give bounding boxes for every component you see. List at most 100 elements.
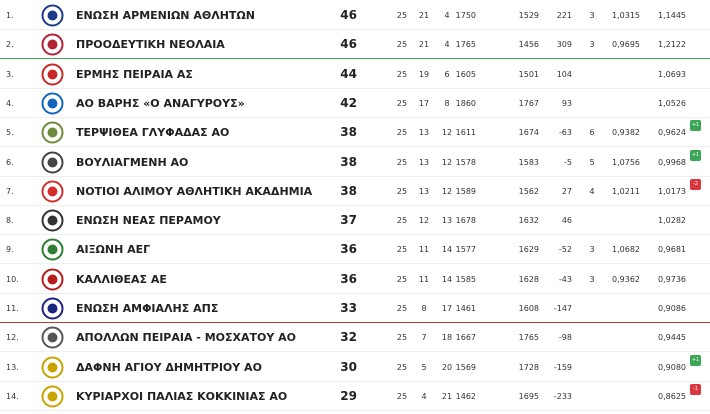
tied-group: 3: [589, 245, 595, 255]
rank: 6.: [6, 157, 14, 167]
ratio: 0,9445: [658, 333, 686, 343]
rank: 5.: [6, 128, 14, 138]
losses: 18: [441, 333, 453, 343]
conceded: 1695: [518, 391, 539, 401]
ratio: 1,2122: [658, 40, 686, 50]
points: 46: [340, 37, 357, 52]
team: ΔΑΦΝΗ ΑΓΙΟΥ ΔΗΜΗΤΡΙΟΥ ΑΟ: [76, 360, 262, 374]
ratio: 0,9624: [658, 128, 686, 138]
diff: 46: [561, 216, 572, 226]
diff: -98: [558, 333, 572, 343]
team-logo: [41, 238, 64, 261]
team: ΕΡΜΗΣ ΠΕΙΡΑΙΑ ΑΣ: [76, 67, 193, 81]
team: ΕΝΩΣΗ ΑΡΜΕΝΙΩΝ ΑΘΛΗΤΩΝ: [76, 9, 255, 22]
wins: 11: [418, 245, 430, 255]
tied-ratio: 1,0211: [612, 186, 640, 196]
diff: -159: [553, 362, 572, 372]
tied-group: 4: [589, 186, 595, 196]
rank: 12.: [6, 333, 19, 343]
rank: 10.: [6, 274, 19, 284]
losses: 14: [441, 274, 453, 284]
rank: 13.: [6, 362, 19, 372]
table-row: 9. ΑΙΞΩΝΗ ΑΕΓ 36 25 11 14 1577 1629 -52 3 1,0682 0,…: [0, 235, 710, 265]
points: 37: [340, 213, 357, 228]
table-row: 5. ΤΕΡΨΙΘΕΑ ΓΛΥΦΑΔΑΣ ΑΟ 38 25 13 12 1611 1674 -6…: [0, 118, 710, 148]
points: 36: [340, 271, 357, 286]
losses: 17: [441, 304, 453, 313]
rank: 7.: [6, 186, 14, 196]
wins: 5: [421, 362, 427, 372]
team-logo: [41, 209, 64, 232]
wins: 21: [418, 40, 430, 50]
table-row: 10. ΚΑΛΛΙΘΕΑΣ ΑΕ 36 25 11 14 1585 1628 -43 3 0,936…: [0, 265, 710, 294]
table-row: 14. ΚΥΡΙΑΡΧΟΙ ΠΑΛΙΑΣ ΚΟΚΚΙΝΙΑΣ ΑΟ 29 25 4 21 1…: [0, 382, 710, 411]
scored: 1462: [455, 391, 476, 401]
played: 25: [396, 216, 408, 226]
table-row: 11. ΕΝΩΣΗ ΑΜΦΙΑΛΗΣ ΑΠΣ 33 25 8 17 1461 1608 -147…: [0, 294, 710, 323]
played: 25: [396, 186, 408, 196]
tied-ratio: 1,0315: [612, 11, 640, 20]
scored: 1605: [455, 69, 476, 79]
conceded: 1608: [518, 304, 539, 313]
scored: 1578: [455, 157, 476, 167]
tied-group: 3: [589, 40, 595, 50]
table-row: 12. ΑΠΟΛΛΩΝ ΠΕΙΡΑΙΑ - ΜΟΣΧΑΤΟΥ ΑΟ 32 25 7 18 1…: [0, 323, 710, 353]
conceded: 1456: [518, 40, 539, 50]
team-logo: [41, 356, 64, 379]
points: 38: [340, 154, 357, 169]
team: ΒΟΥΛΙΑΓΜΕΝΗ ΑΟ: [76, 155, 189, 169]
losses: 6: [444, 69, 450, 79]
conceded: 1628: [518, 274, 539, 284]
scored: 1577: [455, 245, 476, 255]
table-row: 3. ΕΡΜΗΣ ΠΕΙΡΑΙΑ ΑΣ 44 25 19 6 1605 1501 104 1,06…: [0, 60, 710, 89]
diff: -63: [558, 128, 572, 138]
wins: 8: [421, 304, 427, 313]
team: ΑΟ ΒΑΡΗΣ «Ο ΑΝΑΓΥΡΟΥΣ»: [76, 96, 245, 110]
losses: 4: [444, 11, 450, 20]
ratio: 0,9736: [658, 274, 686, 284]
scored: 1569: [455, 362, 476, 372]
team-logo: [41, 268, 64, 291]
table-row: 6. ΒΟΥΛΙΑΓΜΕΝΗ ΑΟ 38 25 13 12 1578 1583 -5 5 1,075…: [0, 148, 710, 177]
diff: 104: [556, 69, 572, 79]
team: ΕΝΩΣΗ ΑΜΦΙΑΛΗΣ ΑΠΣ: [76, 302, 219, 315]
played: 25: [396, 391, 408, 401]
points: 38: [340, 183, 357, 198]
diff: -5: [564, 157, 572, 167]
ratio: 0,9086: [658, 304, 686, 313]
rank: 4.: [6, 98, 14, 108]
team: ΑΙΞΩΝΗ ΑΕΓ: [76, 243, 151, 257]
losses: 4: [444, 40, 450, 50]
tied-ratio: 0,9695: [612, 40, 640, 50]
played: 25: [396, 157, 408, 167]
played: 25: [396, 40, 408, 50]
scored: 1461: [455, 304, 476, 313]
tied-ratio: 0,9362: [612, 274, 640, 284]
ratio: 1,0173: [658, 186, 686, 196]
wins: 4: [421, 391, 427, 401]
points: 42: [340, 95, 357, 110]
tied-ratio: 0,9382: [612, 128, 640, 138]
scored: 1585: [455, 274, 476, 284]
played: 25: [396, 333, 408, 343]
points: 29: [340, 388, 357, 403]
tied-group: 3: [589, 11, 595, 20]
losses: 20: [441, 362, 453, 372]
position-change: -1: [690, 383, 701, 395]
ratio: 1,1445: [658, 11, 686, 20]
losses: 21: [441, 391, 453, 401]
points: 30: [340, 359, 357, 374]
wins: 12: [418, 216, 430, 226]
played: 25: [396, 362, 408, 372]
wins: 21: [418, 11, 430, 20]
ratio: 0,9681: [658, 245, 686, 255]
losses: 12: [441, 157, 453, 167]
ratio: 0,9080: [658, 362, 686, 372]
tied-group: 6: [589, 128, 595, 138]
table-row: 8. ΕΝΩΣΗ ΝΕΑΣ ΠΕΡΑΜΟΥ 37 25 12 13 1678 1632 46 1,…: [0, 206, 710, 236]
scored: 1750: [455, 11, 476, 20]
played: 25: [396, 98, 408, 108]
rank: 11.: [6, 304, 19, 313]
team: ΚΑΛΛΙΘΕΑΣ ΑΕ: [76, 272, 167, 286]
